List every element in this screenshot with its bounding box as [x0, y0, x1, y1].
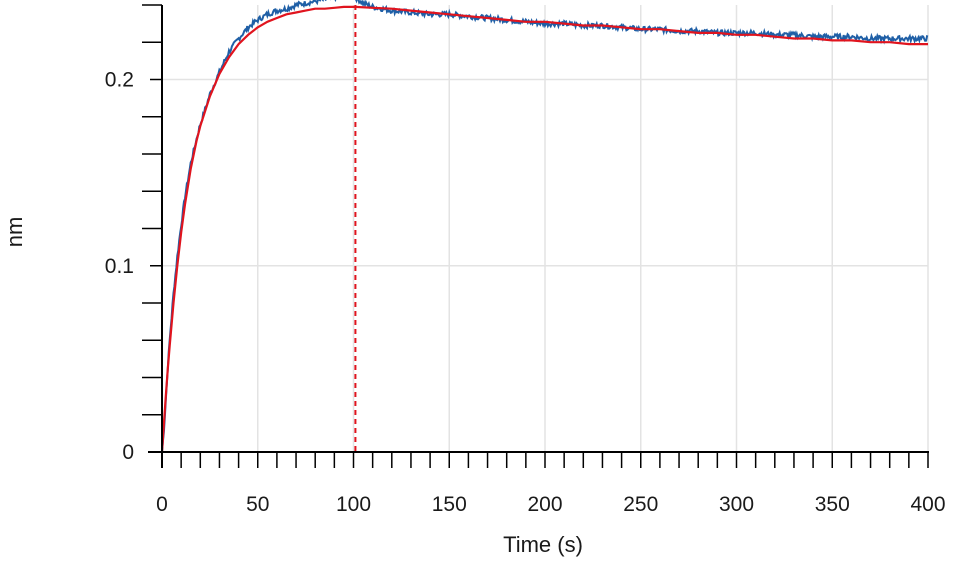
y-tick-label: 0.2	[105, 69, 134, 92]
x-axis-label: Time (s)	[503, 532, 583, 557]
axes	[148, 5, 929, 460]
y-axis-label: nm	[2, 217, 27, 248]
x-tick-label: 350	[815, 493, 850, 516]
y-tick-label: 0	[122, 441, 134, 464]
x-tick-label: 300	[719, 493, 754, 516]
x-tick-label: 250	[623, 493, 658, 516]
series-line-fit	[160, 5, 928, 453]
x-tick-label: 100	[336, 493, 371, 516]
x-tick-label: 150	[432, 493, 467, 516]
vertical-markers	[161, 5, 357, 452]
x-tick-label: 50	[246, 493, 269, 516]
ticks: 0 50 100 150 200 250 300 350 400 0 0.1 0.2	[105, 4, 946, 516]
x-tick-label: 200	[527, 493, 562, 516]
series-line-raw	[161, 0, 929, 453]
grid	[162, 5, 929, 452]
y-tick-label: 0.1	[105, 255, 134, 278]
series-group	[160, 0, 929, 453]
x-tick-label: 400	[910, 493, 945, 516]
x-tick-label: 0	[156, 493, 168, 516]
